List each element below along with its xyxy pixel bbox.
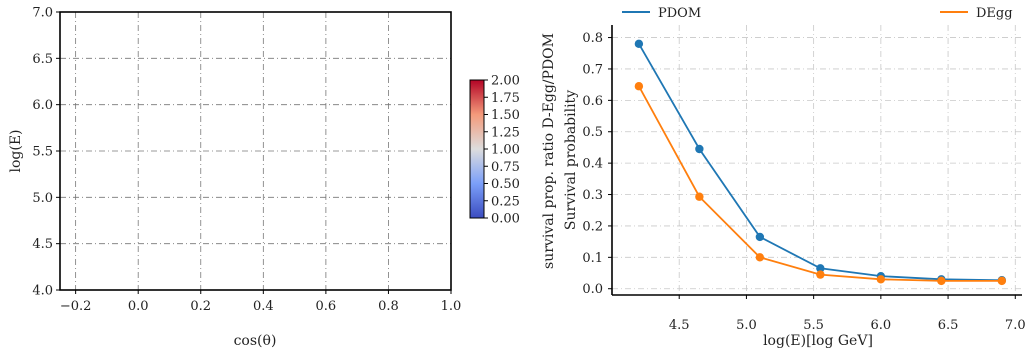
heatmap-x-label: cos(θ)	[234, 333, 277, 349]
heatmap-y-tick-label: 5.5	[32, 145, 53, 160]
heatmap-y-tick-label: 4.0	[32, 284, 53, 299]
heatmap-x-tick-label: 0.4	[253, 299, 274, 314]
series-point-pdom	[816, 264, 825, 273]
line-x-label: log(E)[log GeV]	[763, 333, 873, 349]
series-point-degg	[755, 253, 765, 262]
heatmap-y-tick-label: 7.0	[32, 6, 53, 21]
line-x-tick-label: 6.5	[938, 318, 959, 333]
heatmap-y-label: log(E)	[8, 129, 24, 172]
heatmap-grid	[60, 11, 452, 291]
line-y-tick-label: 0.6	[582, 94, 603, 109]
heatmap-x-tick-label: 0.6	[316, 299, 337, 314]
series-line-degg	[638, 85, 1002, 282]
heatmap-y-tick-label: 5.0	[32, 191, 53, 206]
line-y-tick-label: 0.0	[582, 282, 603, 297]
heatmap-y-tick-label: 4.5	[32, 237, 53, 252]
heatmap-x-tick-label: 0.0	[128, 299, 149, 314]
colorbar-label: survival prop. ratio D-Egg/PDOM	[541, 33, 557, 269]
series-point-degg	[816, 270, 825, 279]
line-legend: PDOM DEgg	[622, 6, 1013, 21]
line-panel: 4.5 5.0 5.5 6.0 6.5 7.0 0.0 0.1 0.2 0.3 0.4 0.5 0.6…	[563, 6, 1025, 349]
colorbar-gradient	[469, 79, 485, 219]
heatmap-x-ticks: −0.2 0.0 0.2 0.4 0.6 0.8 1.0	[60, 290, 461, 314]
colorbar-tick-label: 1.25	[491, 125, 520, 140]
colorbar-tick-label: 1.00	[491, 143, 520, 158]
line-x-tick-label: 4.5	[669, 318, 690, 333]
colorbar-tick-label: 2.00	[491, 74, 520, 89]
series-point-degg	[634, 82, 644, 91]
heatmap-x-tick-label: −0.2	[60, 299, 92, 314]
line-y-tick-label: 0.2	[582, 219, 603, 234]
colorbar-tick-label: 0.50	[491, 177, 520, 192]
series-point-pdom	[755, 232, 765, 242]
heatmap-x-tick-label: 1.0	[441, 299, 462, 314]
series-line-pdom	[638, 43, 1002, 282]
colorbar-tick-label: 0.00	[491, 212, 520, 227]
line-grid	[612, 25, 1022, 295]
heatmap-y-tick-label: 6.5	[32, 52, 53, 67]
line-series	[634, 39, 1007, 286]
line-y-tick-label: 0.7	[582, 62, 603, 77]
series-point-degg	[695, 192, 704, 201]
colorbar-ticks: 0.00 0.25 0.50 0.75 1.00 1.25 1.50 1.75 2.00	[484, 74, 520, 227]
line-y-tick-label: 0.8	[582, 31, 603, 46]
series-point-degg	[997, 276, 1007, 286]
heatmap-panel: −0.2 0.0 0.2 0.4 0.6 0.8 1.0 4.0 4.5 5.0 5.5 6.0 6.…	[8, 6, 461, 350]
line-y-label: Survival probability	[563, 90, 579, 230]
colorbar-tick-label: 0.25	[491, 194, 520, 209]
line-y-tick-label: 0.3	[582, 188, 603, 203]
heatmap-x-tick-label: 0.2	[190, 299, 211, 314]
series-point-degg	[937, 276, 946, 286]
line-y-ticks: 0.0 0.1 0.2 0.3 0.4 0.5 0.6 0.7 0.8	[582, 31, 612, 297]
colorbar-tick-label: 1.50	[491, 108, 520, 123]
legend-label-pdom: PDOM	[658, 6, 701, 21]
series-point-degg	[876, 275, 886, 284]
heatmap-x-tick-label: 0.8	[378, 299, 399, 314]
colorbar: 0.00 0.25 0.50 0.75 1.00 1.25 1.50 1.75 2.00 sur…	[469, 33, 557, 269]
line-axes	[611, 25, 1022, 296]
line-x-tick-label: 6.0	[871, 318, 892, 333]
legend-label-degg: DEgg	[976, 6, 1013, 21]
series-point-pdom	[695, 144, 704, 154]
heatmap-y-tick-label: 6.0	[32, 98, 53, 113]
line-y-tick-label: 0.1	[582, 251, 603, 266]
colorbar-tick-label: 0.75	[491, 160, 520, 175]
line-x-tick-label: 7.0	[1005, 318, 1025, 333]
line-x-ticks: 4.5 5.0 5.5 6.0 6.5 7.0	[669, 295, 1025, 333]
line-x-tick-label: 5.5	[803, 318, 824, 333]
line-y-tick-label: 0.4	[582, 157, 603, 172]
line-x-tick-label: 5.0	[736, 318, 757, 333]
heatmap-y-ticks: 4.0 4.5 5.0 5.5 6.0 6.5 7.0	[32, 6, 60, 299]
colorbar-tick-label: 1.75	[491, 91, 520, 106]
series-point-pdom	[634, 39, 644, 49]
line-y-tick-label: 0.5	[582, 125, 603, 140]
